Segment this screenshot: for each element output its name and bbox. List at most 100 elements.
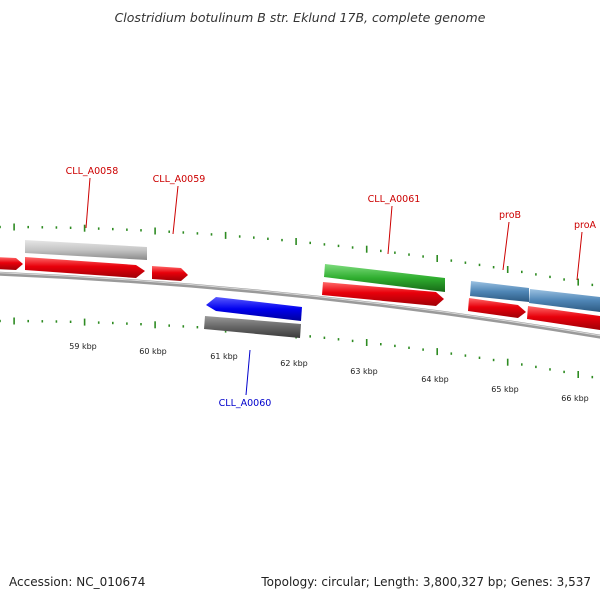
major-tick <box>365 245 368 253</box>
minor-tick <box>309 241 311 245</box>
minor-tick <box>535 365 537 369</box>
minor-tick <box>450 352 453 355</box>
minor-tick <box>55 320 58 323</box>
gene-label-proA[interactable]: proA <box>574 220 597 231</box>
label-leader-CLL_A0059 <box>172 185 179 235</box>
minor-tick <box>182 231 185 234</box>
cds-arrow[interactable] <box>527 306 600 330</box>
kbp-label: 63 kbp <box>350 367 378 376</box>
major-tick <box>154 321 156 329</box>
minor-tick <box>196 232 199 235</box>
minor-tick <box>337 338 340 341</box>
major-tick <box>83 318 86 326</box>
cds-arrow[interactable] <box>468 298 526 318</box>
gene-label-CLL_A0060[interactable]: CLL_A0060 <box>219 398 272 409</box>
major-tick <box>577 278 579 286</box>
minor-tick <box>563 278 565 281</box>
minor-tick <box>478 263 481 267</box>
minor-tick <box>267 237 269 240</box>
minor-tick <box>422 255 424 258</box>
map-title: Clostridium botulinum B str. Eklund 17B,… <box>114 10 486 25</box>
minor-tick <box>55 226 58 229</box>
label-leader-CLL_A0061 <box>387 205 393 255</box>
accession-text: Accession: NC_010674 <box>9 575 146 589</box>
gene-feature-proB[interactable] <box>470 281 529 302</box>
minor-tick <box>69 226 72 229</box>
cds-arrow[interactable] <box>0 257 23 270</box>
minor-tick <box>0 319 1 323</box>
gene-feature-CLL_A0058[interactable] <box>25 240 147 260</box>
major-tick <box>506 266 509 273</box>
major-tick <box>365 339 368 346</box>
minor-tick <box>464 354 467 357</box>
minor-tick <box>126 322 128 325</box>
genome-backbone-highlight <box>0 272 600 337</box>
minor-tick <box>196 326 199 329</box>
major-tick <box>154 227 156 235</box>
minor-tick <box>464 261 467 264</box>
minor-tick <box>549 368 551 371</box>
outer-tick-ring <box>0 223 594 287</box>
genome-backbone <box>0 271 600 339</box>
minor-tick <box>394 251 396 254</box>
minor-tick <box>591 375 594 379</box>
minor-tick <box>408 253 410 256</box>
gene-feature-CLL_A0060-cds[interactable] <box>204 316 301 338</box>
kbp-label: 65 kbp <box>491 385 519 394</box>
minor-tick <box>521 270 523 274</box>
kbp-label: 62 kbp <box>280 359 308 368</box>
major-tick <box>577 371 579 378</box>
major-tick <box>506 358 509 366</box>
minor-tick <box>450 259 453 262</box>
minor-tick <box>126 228 128 231</box>
kbp-label: 59 kbp <box>69 342 97 351</box>
kbp-label: 61 kbp <box>210 352 238 361</box>
minor-tick <box>238 235 241 238</box>
minor-tick <box>309 335 311 338</box>
minor-tick <box>323 243 326 246</box>
minor-tick <box>97 321 100 324</box>
minor-tick <box>281 238 283 242</box>
label-leader-proA <box>576 231 583 281</box>
minor-tick <box>112 227 114 231</box>
gene-label-CLL_A0058[interactable]: CLL_A0058 <box>66 166 119 177</box>
minor-tick <box>422 348 424 351</box>
minor-tick <box>69 320 72 323</box>
gene-label-CLL_A0059[interactable]: CLL_A0059 <box>153 174 206 185</box>
minor-tick <box>41 226 44 229</box>
minor-tick <box>27 225 29 229</box>
minor-tick <box>323 336 326 339</box>
minor-tick <box>478 356 481 359</box>
minor-tick <box>380 249 382 253</box>
cds-arrow[interactable] <box>152 266 188 281</box>
gene-label-proB[interactable]: proB <box>499 210 521 221</box>
minor-tick <box>535 273 537 276</box>
major-tick <box>224 231 227 239</box>
major-tick <box>436 255 438 262</box>
gene-feature-CLL_A0061[interactable] <box>324 264 445 292</box>
minor-tick <box>41 320 44 323</box>
major-tick <box>295 238 297 245</box>
gene-feature-proA[interactable] <box>529 289 600 312</box>
minor-tick <box>168 324 170 327</box>
kbp-label: 60 kbp <box>139 347 167 356</box>
gene-feature-CLL_A0060[interactable] <box>206 297 302 321</box>
major-tick <box>13 223 15 231</box>
minor-tick <box>492 358 495 362</box>
label-leader-CLL_A0060 <box>245 349 251 396</box>
cds-arrow[interactable] <box>322 282 444 306</box>
minor-tick <box>97 227 100 230</box>
minor-tick <box>182 325 185 328</box>
minor-tick <box>112 321 114 325</box>
gene-label-CLL_A0061[interactable]: CLL_A0061 <box>368 194 421 205</box>
major-tick <box>13 317 15 325</box>
kbp-label: 64 kbp <box>421 375 449 384</box>
minor-tick <box>351 246 354 249</box>
minor-tick <box>591 283 594 287</box>
cds-arrow[interactable] <box>25 257 145 278</box>
genome-summary-text: Topology: circular; Length: 3,800,327 bp… <box>261 575 591 589</box>
major-tick <box>83 224 86 232</box>
minor-tick <box>408 346 410 349</box>
minor-tick <box>27 319 29 323</box>
